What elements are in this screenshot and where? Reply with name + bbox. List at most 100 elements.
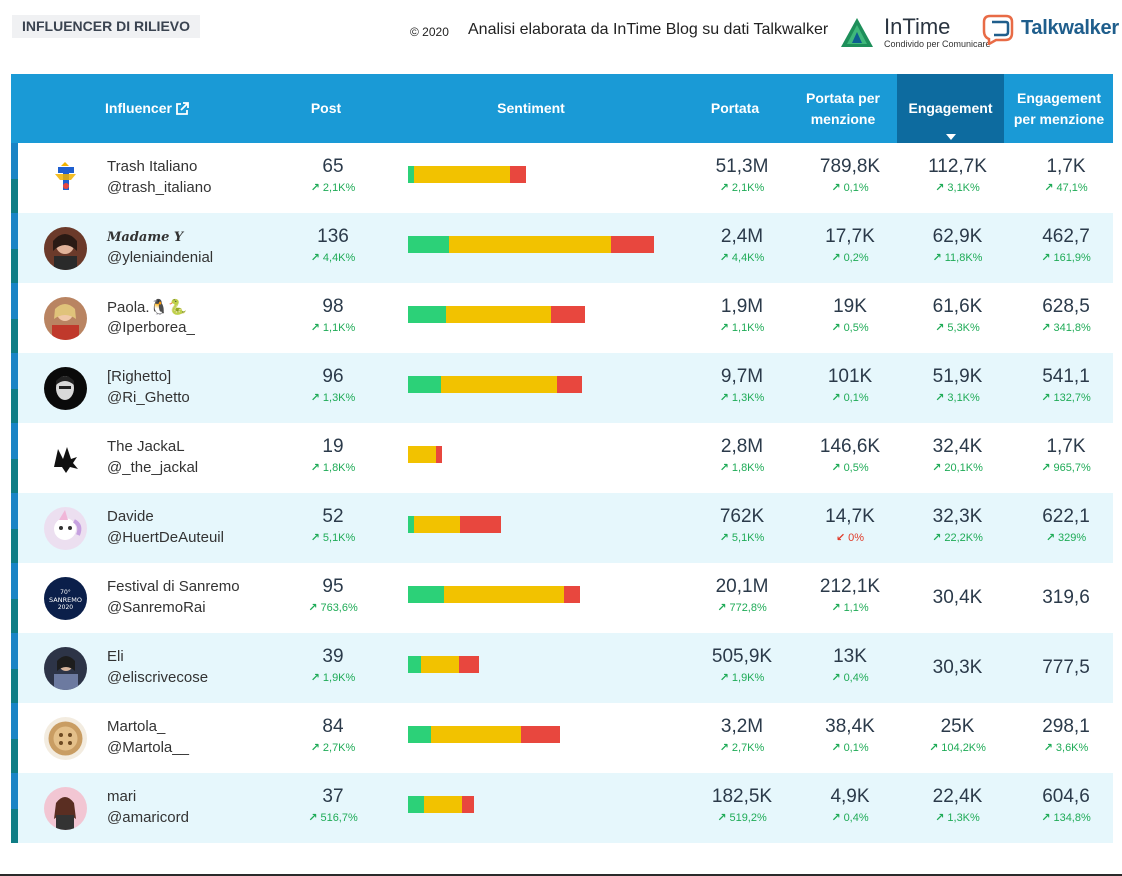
metric-portata: 505,9K 1,9K% xyxy=(698,644,786,686)
metric-post-value: 52 xyxy=(322,506,344,527)
influencer-handle[interactable]: @Ri_Ghetto xyxy=(107,389,190,406)
influencer-name[interactable]: [Righetto] xyxy=(107,368,172,385)
col-portata-per-menzione[interactable]: Portata per menzione xyxy=(806,89,880,127)
avatar[interactable] xyxy=(44,157,87,200)
sentiment-negative xyxy=(557,376,582,393)
influencer-name[interactable]: mari xyxy=(107,788,137,805)
metric-portata-change: 1,3K% xyxy=(698,390,786,406)
metric-pm-value: 212,1K xyxy=(819,576,881,597)
table-row[interactable]: 𝑴𝒂𝒅𝒂𝒎𝒆 𝒀 @yleniaindenial 136 4,4K% 2,4M 4,4K%… xyxy=(11,213,1113,283)
influencer-name[interactable]: Trash Italiano xyxy=(107,158,198,175)
influencer-handle[interactable]: @HuertDeAuteuil xyxy=(107,529,224,546)
table-body: Trash Italiano@trash_italiano652,1K%51,3… xyxy=(11,143,1113,843)
col-engagement-per-menzione[interactable]: Engagement per menzione xyxy=(1013,89,1105,127)
sentiment-neutral xyxy=(449,236,611,253)
row-indicator xyxy=(11,809,18,843)
influencer-handle[interactable]: @eliscrivecose xyxy=(107,669,209,686)
metric-em: 319,6 xyxy=(1018,584,1114,612)
talkwalker-logo[interactable]: Talkwalker xyxy=(982,13,1122,45)
metric-pm-change: 0,4% xyxy=(800,810,900,826)
influencer-name[interactable]: Eli xyxy=(107,648,124,665)
metric-portata: 2,8M 1,8K% xyxy=(698,434,786,476)
metric-eng-value: 62,9K xyxy=(932,226,983,247)
row-indicator xyxy=(11,459,18,493)
metric-post: 37 516,7% xyxy=(293,784,373,826)
metric-post-change: 2,7K% xyxy=(293,740,373,756)
metric-post: 39 1,9K% xyxy=(293,644,373,686)
sentiment-negative xyxy=(436,446,442,463)
influencer-handle[interactable]: @yleniaindenial xyxy=(107,249,214,266)
metric-eng-change: 1,3K% xyxy=(904,810,1011,826)
table-row[interactable]: Eli @eliscrivecose 39 1,9K% 505,9K 1,9K% 13K 0,… xyxy=(11,633,1113,703)
col-portata[interactable]: Portata xyxy=(710,100,760,116)
sentiment-neutral xyxy=(408,446,436,463)
metric-post-value: 95 xyxy=(322,576,344,597)
table-row[interactable]: Martola_ @Martola__ 84 2,7K% 3,2M 2,7K% 38,4K 0… xyxy=(11,703,1113,773)
metric-em: 541,1 132,7% xyxy=(1018,364,1114,406)
col-sentiment[interactable]: Sentiment xyxy=(497,100,565,116)
metric-pm-change: 1,1% xyxy=(800,600,900,616)
influencer-name[interactable]: Davide xyxy=(107,508,154,525)
intime-logo[interactable]: InTime Condivido per Comunicare xyxy=(840,14,991,50)
metric-em-value: 1,7K xyxy=(1046,156,1086,177)
col-post[interactable]: Post xyxy=(310,100,342,116)
external-link-icon[interactable] xyxy=(175,101,189,116)
row-indicator xyxy=(11,319,18,353)
influencer-handle[interactable]: @SanremoRai xyxy=(107,599,206,616)
sentiment-neutral xyxy=(441,376,557,393)
metric-em-value: 319,6 xyxy=(1042,587,1090,608)
table-row[interactable]: Paola.🐧🐍 @Iperborea_ 98 1,1K% 1,9M 1,1K% 19K 0,… xyxy=(11,283,1113,353)
sentiment-bar xyxy=(408,376,582,393)
metric-eng-change: 3,1K% xyxy=(904,180,1011,196)
metric-portata-value: 9,7M xyxy=(720,366,764,387)
metric-eng-value: 30,4K xyxy=(932,587,983,608)
sentiment-positive xyxy=(408,726,431,743)
metric-portata-value: 762K xyxy=(719,506,765,527)
table-row[interactable]: Davide @HuertDeAuteuil 52 5,1K% 762K 5,1K% 14,… xyxy=(11,493,1113,563)
sentiment-neutral xyxy=(444,586,564,603)
influencer-handle[interactable]: @Iperborea_ xyxy=(107,319,195,336)
avatar[interactable]: 70° SANREMO 2020 xyxy=(44,577,87,620)
table-row[interactable]: The JackaL @_the_jackal 19 1,8K% 2,8M 1,8K% 14… xyxy=(11,423,1113,493)
avatar[interactable] xyxy=(44,367,87,410)
influencer-handle[interactable]: @amaricord xyxy=(107,809,189,826)
sentiment-bar xyxy=(408,586,580,603)
sentiment-negative xyxy=(551,306,585,323)
sentiment-negative xyxy=(510,166,526,183)
metric-pm-change: 0,1% xyxy=(800,740,900,756)
table-row[interactable]: Trash Italiano@trash_italiano652,1K%51,3… xyxy=(11,143,1113,213)
metric-em-change: 161,9% xyxy=(1018,250,1114,266)
table-row[interactable]: [Righetto] @Ri_Ghetto 96 1,3K% 9,7M 1,3K% 101K… xyxy=(11,353,1113,423)
metric-portata: 762K 5,1K% xyxy=(698,504,786,546)
metric-post: 19 1,8K% xyxy=(293,434,373,476)
avatar[interactable] xyxy=(44,787,87,830)
influencer-name[interactable]: Paola.🐧🐍 xyxy=(107,299,187,316)
col-influencer[interactable]: Influencer xyxy=(91,74,203,143)
col-engagement[interactable]: Engagement xyxy=(897,74,1004,143)
table-row[interactable]: mari @amaricord 37 516,7% 182,5K 519,2% 4,9K 0,… xyxy=(11,773,1113,843)
avatar[interactable] xyxy=(44,297,87,340)
avatar[interactable] xyxy=(44,647,87,690)
metric-post-change: 5,1K% xyxy=(293,530,373,546)
avatar[interactable] xyxy=(44,717,87,760)
metric-post-change: 763,6% xyxy=(293,600,373,616)
influencer-handle[interactable]: @Martola__ xyxy=(107,739,189,756)
metric-em: 622,1 329% xyxy=(1018,504,1114,546)
influencer-name[interactable]: Festival di Sanremo xyxy=(107,578,240,595)
influencer-handle[interactable]: @_the_jackal xyxy=(107,459,199,476)
metric-eng: 32,3K 22,2K% xyxy=(904,504,1011,546)
avatar[interactable] xyxy=(44,227,87,270)
avatar[interactable] xyxy=(44,507,87,550)
influencer-name[interactable]: Martola_ xyxy=(107,718,166,735)
metric-pm-change: 0,1% xyxy=(800,390,900,406)
sentiment-neutral xyxy=(414,516,460,533)
metric-portata-value: 182,5K xyxy=(711,786,773,807)
influencer-handle[interactable]: @trash_italiano xyxy=(107,179,212,196)
metric-portata-value: 2,8M xyxy=(720,436,764,457)
influencer-name[interactable]: 𝑴𝒂𝒅𝒂𝒎𝒆 𝒀 xyxy=(107,230,184,245)
metric-portata-change: 1,9K% xyxy=(698,670,786,686)
table-row[interactable]: 70° SANREMO 2020 Festival di Sanremo @Sanrem… xyxy=(11,563,1113,633)
avatar[interactable] xyxy=(44,437,87,480)
metric-portata-value: 20,1M xyxy=(715,576,769,597)
influencer-name[interactable]: The JackaL xyxy=(107,438,185,455)
